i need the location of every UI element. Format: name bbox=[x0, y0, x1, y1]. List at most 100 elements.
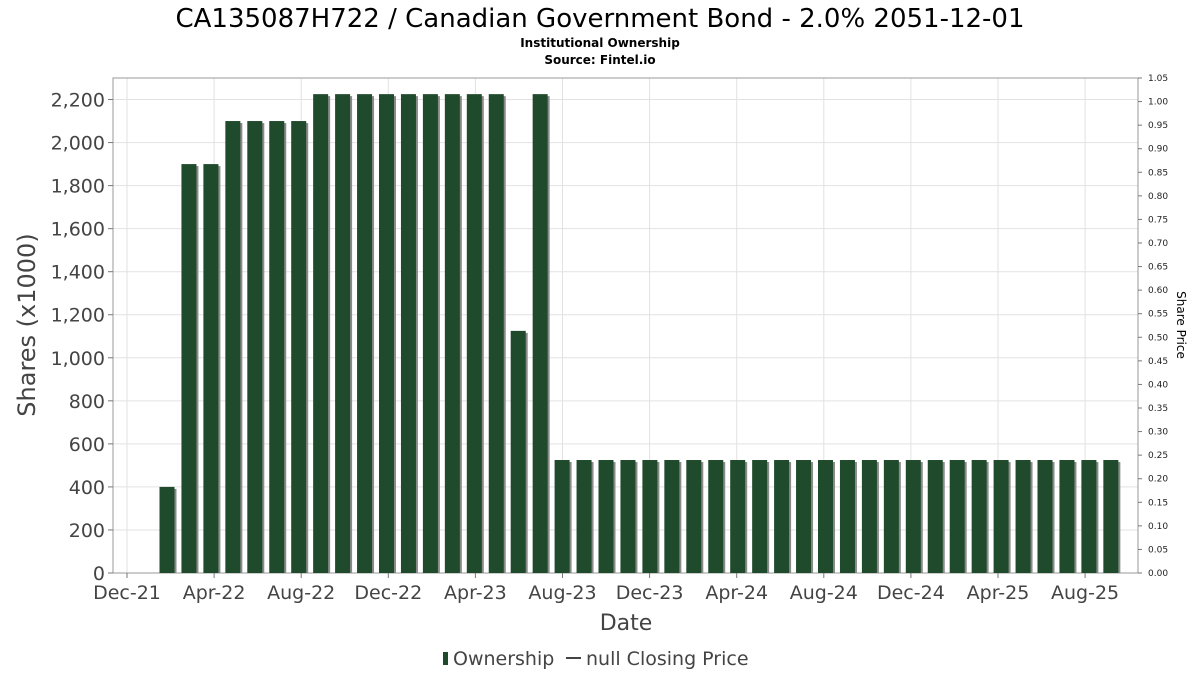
y-tick-label: 800 bbox=[69, 391, 105, 413]
y2-tick-label: 1.05 bbox=[1148, 74, 1168, 84]
ownership-bar bbox=[686, 460, 702, 573]
ownership-bar bbox=[818, 460, 833, 573]
x-tick-label: Dec-21 bbox=[93, 582, 161, 604]
ownership-bar bbox=[532, 94, 548, 574]
y2-tick-label: 0.80 bbox=[1148, 192, 1168, 202]
ownership-bar bbox=[466, 94, 482, 574]
y-tick-label: 1,400 bbox=[51, 262, 105, 284]
y2-tick-label: 0.10 bbox=[1148, 522, 1168, 532]
ownership-bar bbox=[664, 460, 680, 573]
x-tick-label: Dec-24 bbox=[877, 582, 945, 604]
ownership-bar bbox=[291, 121, 307, 573]
ownership-bar bbox=[247, 121, 263, 573]
ownership-bar bbox=[774, 460, 790, 573]
y2-axis: 0.00 0.05 0.10 0.15 0.20 0.25 0.30 0.35 0.40 0.45… bbox=[1138, 74, 1168, 579]
y-axis-label: Shares (x1000) bbox=[13, 233, 41, 416]
bars-layer bbox=[159, 94, 1121, 574]
ownership-bar bbox=[181, 164, 197, 573]
y2-tick-label: 0.95 bbox=[1148, 121, 1168, 131]
ownership-bar bbox=[335, 94, 351, 574]
ownership-bar bbox=[488, 94, 504, 574]
y2-tick-label: 0.40 bbox=[1148, 380, 1168, 390]
y-tick-label: 0 bbox=[93, 563, 105, 585]
y2-tick-label: 0.85 bbox=[1148, 168, 1168, 178]
y-tick-label: 1,000 bbox=[51, 348, 105, 370]
x-tick-label: Aug-24 bbox=[790, 582, 858, 604]
y2-tick-label: 0.50 bbox=[1148, 333, 1168, 343]
legend-ownership-label: Ownership bbox=[453, 648, 554, 670]
y-tick-label: 2,200 bbox=[51, 90, 105, 112]
ownership-bar bbox=[554, 460, 570, 573]
ownership-bar bbox=[971, 460, 987, 573]
y2-tick-label: 0.55 bbox=[1148, 310, 1168, 320]
ownership-bar bbox=[839, 460, 855, 573]
x-tick-label: Dec-22 bbox=[354, 582, 422, 604]
legend-price-label: null Closing Price bbox=[586, 648, 749, 670]
x-tick-label: Apr-23 bbox=[444, 582, 507, 604]
y2-tick-label: 0.60 bbox=[1148, 286, 1168, 296]
ownership-bar bbox=[598, 460, 614, 573]
y-tick-label: 400 bbox=[69, 477, 105, 499]
y2-tick-label: 0.30 bbox=[1148, 428, 1168, 438]
y2-tick-label: 0.45 bbox=[1148, 357, 1168, 367]
x-tick-label: Aug-25 bbox=[1051, 582, 1119, 604]
y2-tick-label: 1.00 bbox=[1148, 98, 1168, 108]
ownership-bar bbox=[400, 94, 416, 574]
legend-ownership-swatch bbox=[443, 652, 448, 665]
y-tick-label: 600 bbox=[69, 434, 105, 456]
ownership-bar bbox=[708, 460, 724, 573]
y2-tick-label: 0.75 bbox=[1148, 215, 1168, 225]
ownership-bar bbox=[422, 94, 438, 574]
ownership-bar bbox=[510, 330, 526, 573]
y-axis: 0 200 400 600 800 1,000 1,200 1,400 1,600 1,800 2,… bbox=[51, 90, 113, 585]
chart-source: Source: Fintel.io bbox=[544, 53, 655, 67]
ownership-bar bbox=[861, 460, 877, 573]
y2-tick-label: 0.00 bbox=[1148, 569, 1168, 579]
y-tick-label: 1,800 bbox=[51, 176, 105, 198]
chart-subtitle: Institutional Ownership bbox=[520, 36, 680, 50]
x-axis-label: Date bbox=[600, 611, 653, 636]
ownership-bar bbox=[576, 460, 592, 573]
y2-axis-label: Share Price bbox=[1174, 291, 1188, 359]
y2-tick-label: 0.05 bbox=[1148, 545, 1168, 555]
y2-tick-label: 0.65 bbox=[1148, 263, 1168, 273]
x-tick-label: Apr-22 bbox=[183, 582, 246, 604]
y2-tick-label: 0.15 bbox=[1148, 498, 1168, 508]
ownership-bar bbox=[620, 460, 636, 573]
ownership-bar bbox=[905, 460, 921, 573]
ownership-bar bbox=[444, 94, 460, 574]
x-tick-label: Aug-23 bbox=[528, 582, 596, 604]
ownership-bar bbox=[752, 460, 768, 573]
x-tick-label: Apr-24 bbox=[705, 582, 768, 604]
ownership-bar bbox=[1015, 460, 1031, 573]
ownership-bar bbox=[927, 460, 943, 573]
y2-tick-label: 0.90 bbox=[1148, 145, 1168, 155]
ownership-bar bbox=[1059, 460, 1075, 573]
ownership-bar bbox=[269, 121, 285, 573]
ownership-bar bbox=[949, 460, 965, 573]
ownership-bar bbox=[1081, 460, 1097, 573]
ownership-bar bbox=[993, 460, 1009, 573]
ownership-bar bbox=[379, 94, 394, 574]
ownership-bar bbox=[313, 94, 329, 574]
y-tick-label: 200 bbox=[69, 520, 105, 542]
legend: Ownership null Closing Price bbox=[443, 648, 749, 670]
y2-tick-label: 0.20 bbox=[1148, 475, 1168, 485]
ownership-bar bbox=[357, 94, 373, 574]
x-tick-label: Apr-25 bbox=[967, 582, 1030, 604]
ownership-bar bbox=[883, 460, 899, 573]
ownership-bar bbox=[1103, 460, 1119, 573]
ownership-bar bbox=[1037, 460, 1053, 573]
ownership-bar bbox=[730, 460, 746, 573]
x-tick-label: Dec-23 bbox=[616, 582, 684, 604]
ownership-bar bbox=[796, 460, 812, 573]
y-tick-label: 2,000 bbox=[51, 133, 105, 155]
x-tick-label: Aug-22 bbox=[267, 582, 335, 604]
x-axis: Dec-21 Apr-22 Aug-22 Dec-22 Apr-23 Aug-23 Dec-… bbox=[93, 573, 1119, 604]
y-tick-label: 1,200 bbox=[51, 305, 105, 327]
ownership-bar bbox=[159, 486, 175, 573]
ownership-bar bbox=[642, 460, 658, 573]
y-tick-label: 1,600 bbox=[51, 219, 105, 241]
